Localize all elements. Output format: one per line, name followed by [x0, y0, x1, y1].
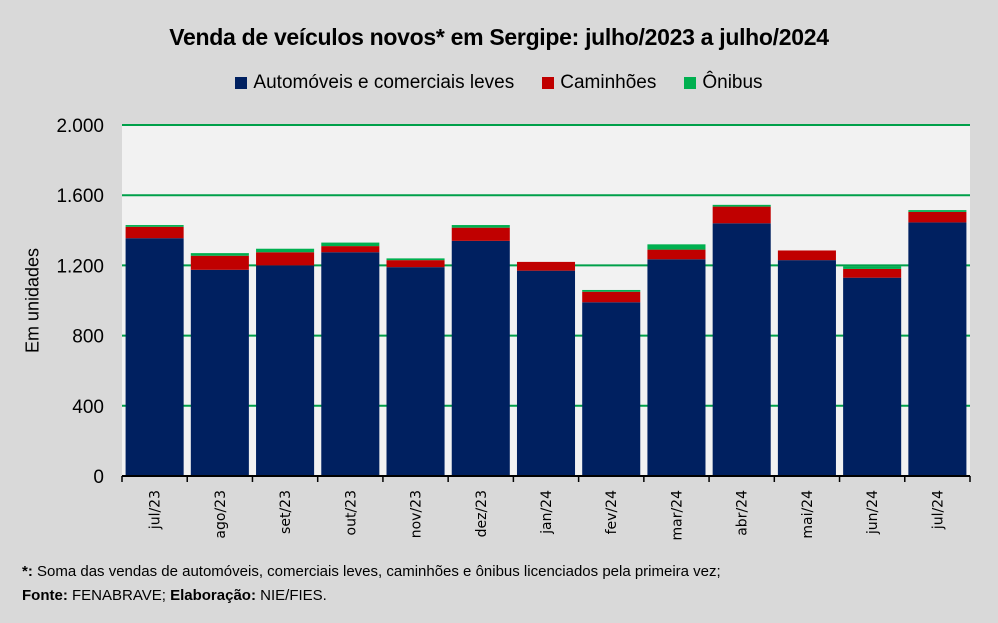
x-tick-label: jun/24 — [865, 490, 881, 535]
bar-onibus — [190, 253, 249, 256]
legend-label-onibus: Ônibus — [702, 72, 763, 93]
bar-automoveis — [125, 238, 184, 476]
legend-label-automoveis: Automóveis e comerciais leves — [253, 72, 515, 93]
bar-caminhoes — [190, 255, 249, 270]
x-tick-label: out/23 — [343, 490, 359, 535]
legend-item-caminhoes: Caminhões — [542, 72, 656, 94]
x-tick-label: nov/23 — [409, 490, 425, 538]
bar-onibus — [647, 244, 706, 250]
bar-caminhoes — [777, 250, 836, 261]
bar-caminhoes — [125, 226, 184, 239]
legend-item-automoveis: Automóveis e comerciais leves — [235, 72, 514, 94]
bar-automoveis — [647, 259, 706, 476]
y-tick-label: 400 — [72, 397, 104, 418]
bar-automoveis — [321, 252, 380, 476]
footnote-marker: *: — [22, 563, 33, 580]
source-value: FENABRAVE; — [72, 587, 166, 604]
y-tick-label: 800 — [72, 327, 104, 348]
bar-caminhoes — [451, 227, 510, 241]
x-tick-label: abr/24 — [735, 490, 751, 536]
y-tick-label: 0 — [93, 467, 104, 488]
bar-caminhoes — [712, 206, 771, 224]
legend-swatch-caminhoes — [542, 77, 555, 89]
y-tick-label: 1.200 — [56, 256, 104, 277]
x-tick-label: dez/23 — [474, 490, 490, 537]
bar-onibus — [256, 248, 315, 253]
bar-onibus — [843, 266, 902, 269]
legend: Automóveis e comerciais leves Caminhões … — [0, 72, 998, 94]
bar-onibus — [908, 210, 967, 212]
bar-onibus — [386, 258, 445, 261]
bar-automoveis — [582, 302, 641, 476]
bar-automoveis — [516, 270, 576, 476]
bar-caminhoes — [582, 291, 641, 303]
x-tick-label: jul/24 — [930, 490, 946, 530]
bar-onibus — [712, 204, 771, 207]
bar-automoveis — [908, 222, 967, 476]
bar-caminhoes — [908, 211, 967, 223]
x-tick-label: jul/23 — [148, 490, 164, 530]
bar-caminhoes — [843, 268, 902, 278]
bar-onibus — [451, 225, 510, 228]
bar-caminhoes — [321, 246, 380, 253]
bar-caminhoes — [647, 249, 706, 260]
bar-automoveis — [386, 267, 445, 476]
x-tick-label: fev/24 — [604, 490, 620, 534]
x-tick-label: ago/23 — [213, 490, 229, 539]
bar-onibus — [582, 289, 641, 292]
x-tick-label: mai/24 — [800, 490, 816, 539]
chart-title: Venda de veículos novos* em Sergipe: jul… — [169, 24, 829, 50]
x-tick-label: set/23 — [278, 490, 294, 534]
bar-caminhoes — [256, 252, 315, 266]
legend-swatch-automoveis — [235, 77, 248, 89]
y-tick-label: 2.000 — [56, 116, 104, 137]
x-tick-label: jan/24 — [539, 490, 555, 535]
legend-label-caminhoes: Caminhões — [560, 72, 657, 93]
footnote-text: Soma das vendas de automóveis, comerciai… — [37, 563, 721, 580]
elaboration-label: Elaboração: — [170, 587, 256, 604]
bar-onibus — [125, 225, 184, 227]
source-label: Fonte: — [22, 587, 68, 604]
y-tick-label: 1.600 — [56, 186, 104, 207]
legend-item-onibus: Ônibus — [684, 72, 763, 94]
footnote: *: Soma das vendas de automóveis, comerc… — [22, 563, 721, 580]
bar-caminhoes — [516, 261, 576, 271]
bar-automoveis — [190, 269, 249, 476]
source-line: Fonte: FENABRAVE; Elaboração: NIE/FIES. — [22, 587, 327, 604]
x-tick-label: mar/24 — [669, 490, 685, 541]
bar-automoveis — [256, 265, 315, 476]
bar-automoveis — [712, 223, 771, 476]
bar-caminhoes — [386, 260, 445, 268]
bar-automoveis — [843, 277, 902, 476]
elaboration-value: NIE/FIES. — [260, 587, 327, 604]
chart-plot: 0 400 800 1.200 1.600 2.000 jul/23 ago/23 set/23… — [56, 116, 971, 541]
bar-onibus — [321, 242, 380, 247]
bar-automoveis — [777, 260, 836, 476]
legend-swatch-onibus — [684, 77, 697, 89]
bar-automoveis — [451, 240, 510, 476]
